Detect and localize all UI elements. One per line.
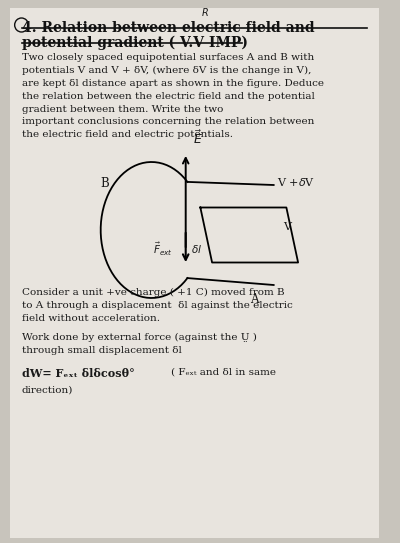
- Text: dW= Fₑₓₜ δlδcosθ°: dW= Fₑₓₜ δlδcosθ°: [22, 368, 134, 379]
- Text: V +$\delta$V: V +$\delta$V: [276, 176, 315, 188]
- Text: B: B: [101, 176, 110, 190]
- Text: A: A: [250, 293, 258, 306]
- Text: direction): direction): [22, 386, 73, 395]
- Text: Consider a unit +ve charge ( +1 C) moved from B
to A through a displacement  δl : Consider a unit +ve charge ( +1 C) moved…: [22, 288, 292, 323]
- Text: 4. Relation between electric field and: 4. Relation between electric field and: [22, 21, 314, 35]
- Text: $\delta l$: $\delta l$: [190, 243, 202, 255]
- Text: $\vec{E}$: $\vec{E}$: [192, 130, 202, 147]
- Text: V: V: [284, 222, 292, 232]
- Text: R: R: [202, 8, 209, 18]
- Text: potential gradient ( V.V IMP): potential gradient ( V.V IMP): [22, 36, 248, 50]
- Text: ( Fₑₓₜ and δl in same: ( Fₑₓₜ and δl in same: [171, 368, 276, 377]
- Text: $\vec{F}_{ext}$: $\vec{F}_{ext}$: [153, 241, 173, 257]
- Text: Work done by external force (against the Ṳ )
through small displacement δl: Work done by external force (against the…: [22, 333, 256, 355]
- Text: Two closely spaced equipotential surfaces A and B with
potentials V and V + δV, : Two closely spaced equipotential surface…: [22, 53, 324, 140]
